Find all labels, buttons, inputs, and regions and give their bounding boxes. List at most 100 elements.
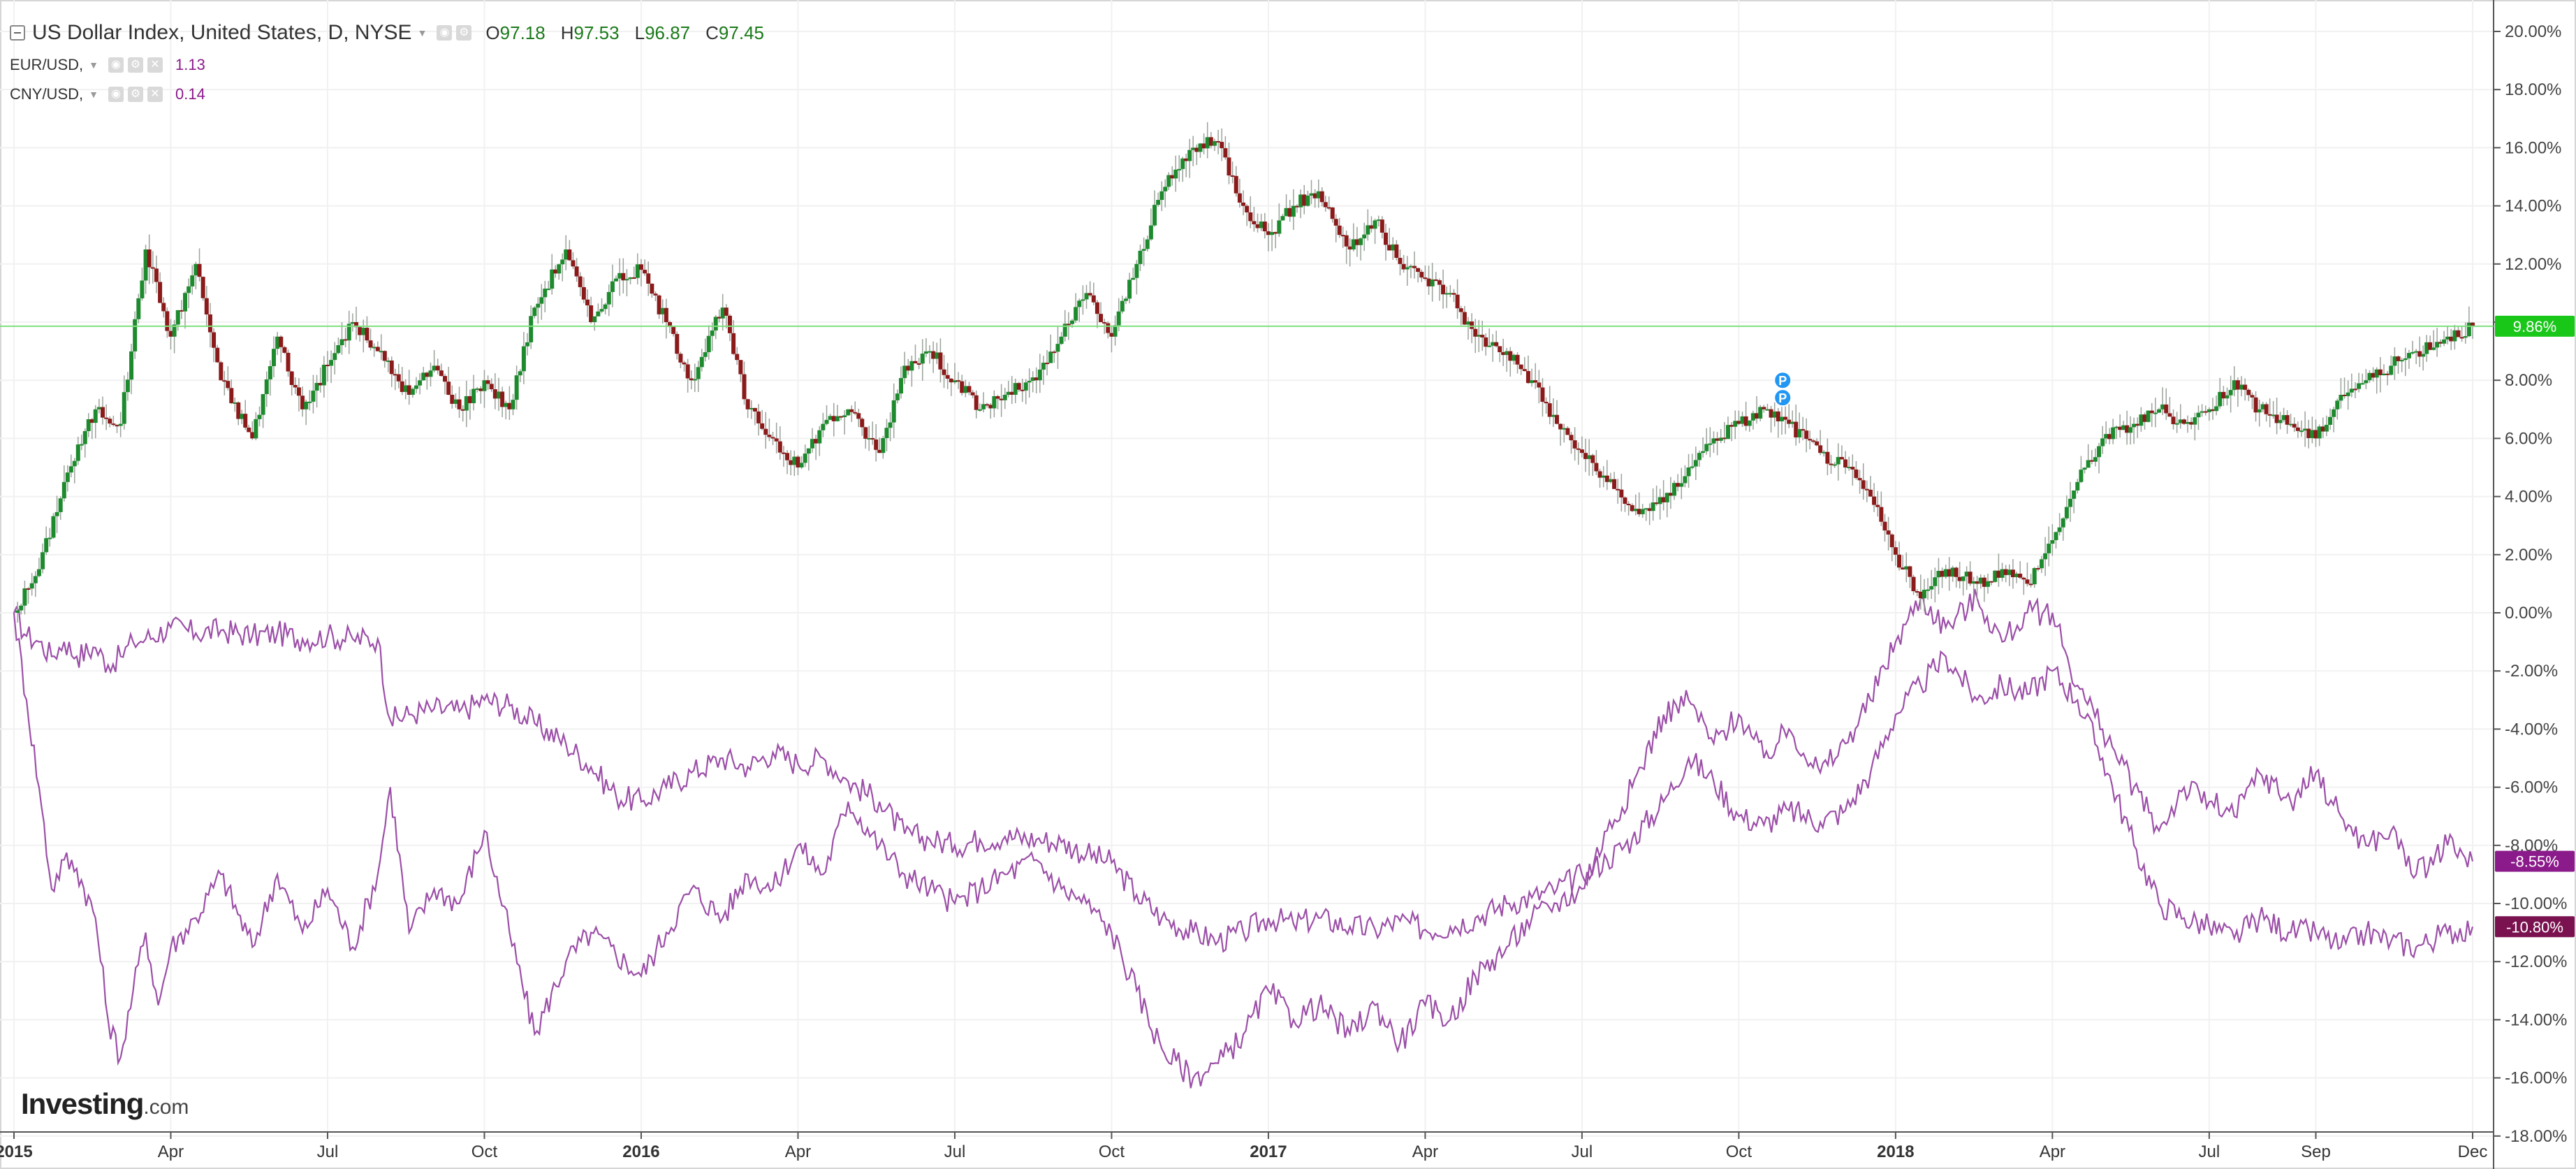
candle-body bbox=[1462, 312, 1467, 325]
legend-row-eurusd[interactable]: EUR/USD, ▼ ◉ ⚙ ✕ 1.13 bbox=[10, 50, 764, 80]
candle-body bbox=[1505, 351, 1509, 356]
candle-body bbox=[2274, 414, 2279, 423]
candle-body bbox=[643, 270, 647, 274]
candle-body bbox=[898, 378, 903, 394]
candle-body bbox=[492, 389, 497, 399]
candle-body bbox=[860, 419, 865, 428]
candle-body bbox=[1387, 245, 1392, 251]
candle-body bbox=[1604, 475, 1609, 482]
close-icon[interactable]: ✕ bbox=[147, 87, 163, 102]
candle-body bbox=[1950, 567, 1955, 577]
candle-body bbox=[179, 310, 184, 312]
chevron-down-icon[interactable]: ▼ bbox=[89, 59, 98, 71]
candle-body bbox=[646, 273, 651, 284]
candle-body bbox=[111, 423, 116, 426]
candle-body bbox=[1679, 483, 1684, 487]
candle-body bbox=[1369, 225, 1374, 229]
candle-body bbox=[518, 371, 522, 376]
candle-body bbox=[2097, 446, 2102, 458]
candle-body bbox=[2232, 380, 2237, 391]
gear-icon[interactable]: ⚙ bbox=[127, 57, 143, 73]
candle-body bbox=[2210, 409, 2215, 412]
legend-row-main[interactable]: US Dollar Index, United States, D, NYSE … bbox=[10, 15, 764, 50]
candle-body bbox=[2367, 372, 2372, 381]
ohlc-values: O97.18 H97.53 L96.87 C97.45 bbox=[485, 22, 764, 44]
candle-body bbox=[1676, 483, 1681, 487]
candle-body bbox=[2086, 460, 2091, 468]
candle-body bbox=[1366, 225, 1370, 235]
candle-body bbox=[475, 388, 480, 390]
candle-body bbox=[2214, 406, 2219, 412]
candle-body bbox=[2357, 383, 2362, 389]
candle-body bbox=[2221, 391, 2226, 399]
close-icon[interactable]: ✕ bbox=[147, 57, 163, 73]
chevron-down-icon[interactable]: ▼ bbox=[89, 89, 98, 100]
candle-body bbox=[606, 291, 611, 305]
chevron-down-icon[interactable]: ▼ bbox=[417, 27, 427, 38]
eurusd-title[interactable]: EUR/USD, bbox=[10, 56, 84, 73]
candle-body bbox=[799, 463, 804, 467]
y-tick-label: -4.00% bbox=[2505, 720, 2558, 739]
candle-body bbox=[186, 286, 191, 293]
candle-body bbox=[1565, 428, 1570, 435]
candle-body bbox=[546, 289, 551, 291]
candle-body bbox=[2035, 567, 2040, 569]
candle-body bbox=[2449, 336, 2454, 342]
candle-body bbox=[678, 354, 683, 363]
y-tick-label: -14.00% bbox=[2505, 1010, 2567, 1029]
candle-body bbox=[1790, 421, 1795, 424]
candle-body bbox=[375, 347, 380, 351]
gear-icon[interactable]: ⚙ bbox=[456, 25, 472, 41]
candle-body bbox=[511, 400, 515, 409]
collapse-icon[interactable] bbox=[10, 25, 25, 41]
candle-body bbox=[446, 382, 451, 395]
candle-body bbox=[536, 303, 541, 308]
candle-body bbox=[942, 369, 946, 375]
candle-body bbox=[720, 307, 725, 319]
candle-body bbox=[1918, 591, 1923, 599]
candle-body bbox=[2082, 467, 2087, 470]
candle-body bbox=[2128, 427, 2133, 433]
candle-body bbox=[1847, 467, 1852, 469]
candle-body bbox=[792, 456, 797, 465]
candle-body bbox=[1736, 421, 1741, 424]
ohlc-high: H97.53 bbox=[560, 22, 620, 43]
candle-body bbox=[2243, 384, 2248, 390]
candle-body bbox=[2378, 369, 2383, 375]
cnyusd-title[interactable]: CNY/USD, bbox=[10, 85, 84, 103]
candle-body bbox=[1401, 263, 1406, 270]
candle-body bbox=[1576, 448, 1581, 450]
candle-body bbox=[532, 307, 537, 317]
candle-body bbox=[161, 303, 166, 312]
event-marker-icon[interactable] bbox=[1773, 389, 1792, 407]
candle-body bbox=[354, 322, 359, 328]
candle-body bbox=[749, 407, 754, 409]
eye-icon[interactable]: ◉ bbox=[437, 25, 453, 41]
candle-body bbox=[981, 404, 986, 409]
x-tick-label: Dec bbox=[2458, 1142, 2488, 1161]
candle-body bbox=[1362, 234, 1367, 239]
main-series-title[interactable]: US Dollar Index, United States, D, NYSE bbox=[32, 21, 412, 44]
eye-icon[interactable]: ◉ bbox=[108, 87, 124, 102]
candle-body bbox=[1779, 416, 1784, 421]
legend-row-cnyusd[interactable]: CNY/USD, ▼ ◉ ⚙ ✕ 0.14 bbox=[10, 80, 764, 109]
candle-body bbox=[1241, 202, 1245, 206]
candle-body bbox=[125, 379, 130, 393]
candle-body bbox=[2339, 395, 2343, 401]
candle-body bbox=[550, 269, 555, 289]
candle-body bbox=[1961, 576, 1966, 581]
eye-icon[interactable]: ◉ bbox=[108, 57, 124, 73]
candle-body bbox=[560, 259, 565, 265]
candle-body bbox=[2281, 415, 2286, 421]
candle-body bbox=[1996, 570, 2001, 578]
candle-body bbox=[1344, 235, 1349, 247]
candle-body bbox=[1048, 351, 1053, 363]
x-tick-label: Oct bbox=[1726, 1142, 1752, 1161]
candle-body bbox=[1893, 547, 1898, 555]
candle-body bbox=[1722, 437, 1727, 440]
gear-icon[interactable]: ⚙ bbox=[127, 87, 143, 102]
candle-body bbox=[774, 438, 779, 442]
candle-body bbox=[1608, 479, 1613, 482]
